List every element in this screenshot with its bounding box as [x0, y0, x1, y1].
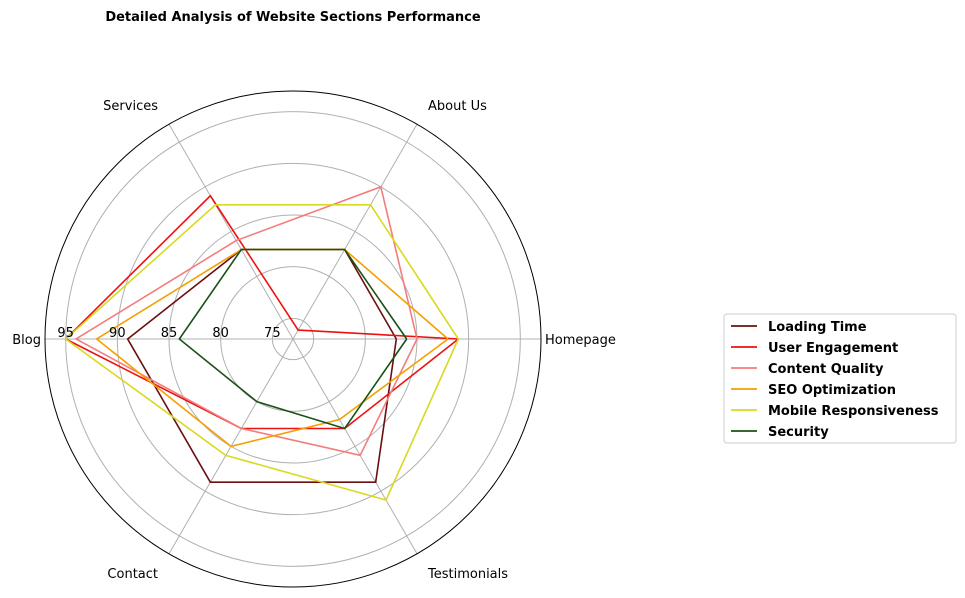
category-label: Services — [103, 99, 158, 114]
series-lines — [64, 185, 460, 502]
series-line-content-quality — [74, 185, 418, 457]
series-line-mobile-responsiveness — [64, 203, 460, 502]
axis-labels: 75 80 85 90 95 Homepage About Us Services Blog Co… — [12, 99, 616, 582]
category-label: Contact — [107, 567, 158, 582]
category-label: Blog — [12, 333, 41, 348]
legend-label-seo-optimization: SEO Optimization — [768, 383, 896, 398]
category-label: Homepage — [545, 333, 616, 348]
legend-label-loading-time: Loading Time — [768, 320, 867, 335]
spoke-2 — [168, 123, 294, 340]
spoke-5 — [292, 338, 418, 555]
outer-frame — [44, 90, 542, 588]
legend-box — [723, 313, 957, 444]
radial-tick-label-95: 95 — [57, 326, 74, 341]
spoke-1 — [292, 123, 418, 340]
category-label: About Us — [428, 99, 487, 114]
radial-tick-label-80: 80 — [212, 326, 229, 341]
chart-title: Detailed Analysis of Website Sections Pe… — [105, 10, 481, 25]
legend-label-user-engagement: User Engagement — [768, 341, 898, 356]
radial-tick-label-85: 85 — [161, 326, 178, 341]
legend-label-mobile-responsiveness: Mobile Responsiveness — [768, 404, 939, 419]
category-label: Testimonials — [427, 567, 508, 582]
radial-tick-label-90: 90 — [109, 326, 126, 341]
legend-label-security: Security — [768, 425, 829, 440]
series-line-security — [178, 248, 408, 430]
legend: Loading Time User Engagement Content Quali… — [723, 313, 957, 444]
radial-tick-label-75: 75 — [264, 326, 281, 341]
legend-label-content-quality: Content Quality — [768, 362, 884, 377]
